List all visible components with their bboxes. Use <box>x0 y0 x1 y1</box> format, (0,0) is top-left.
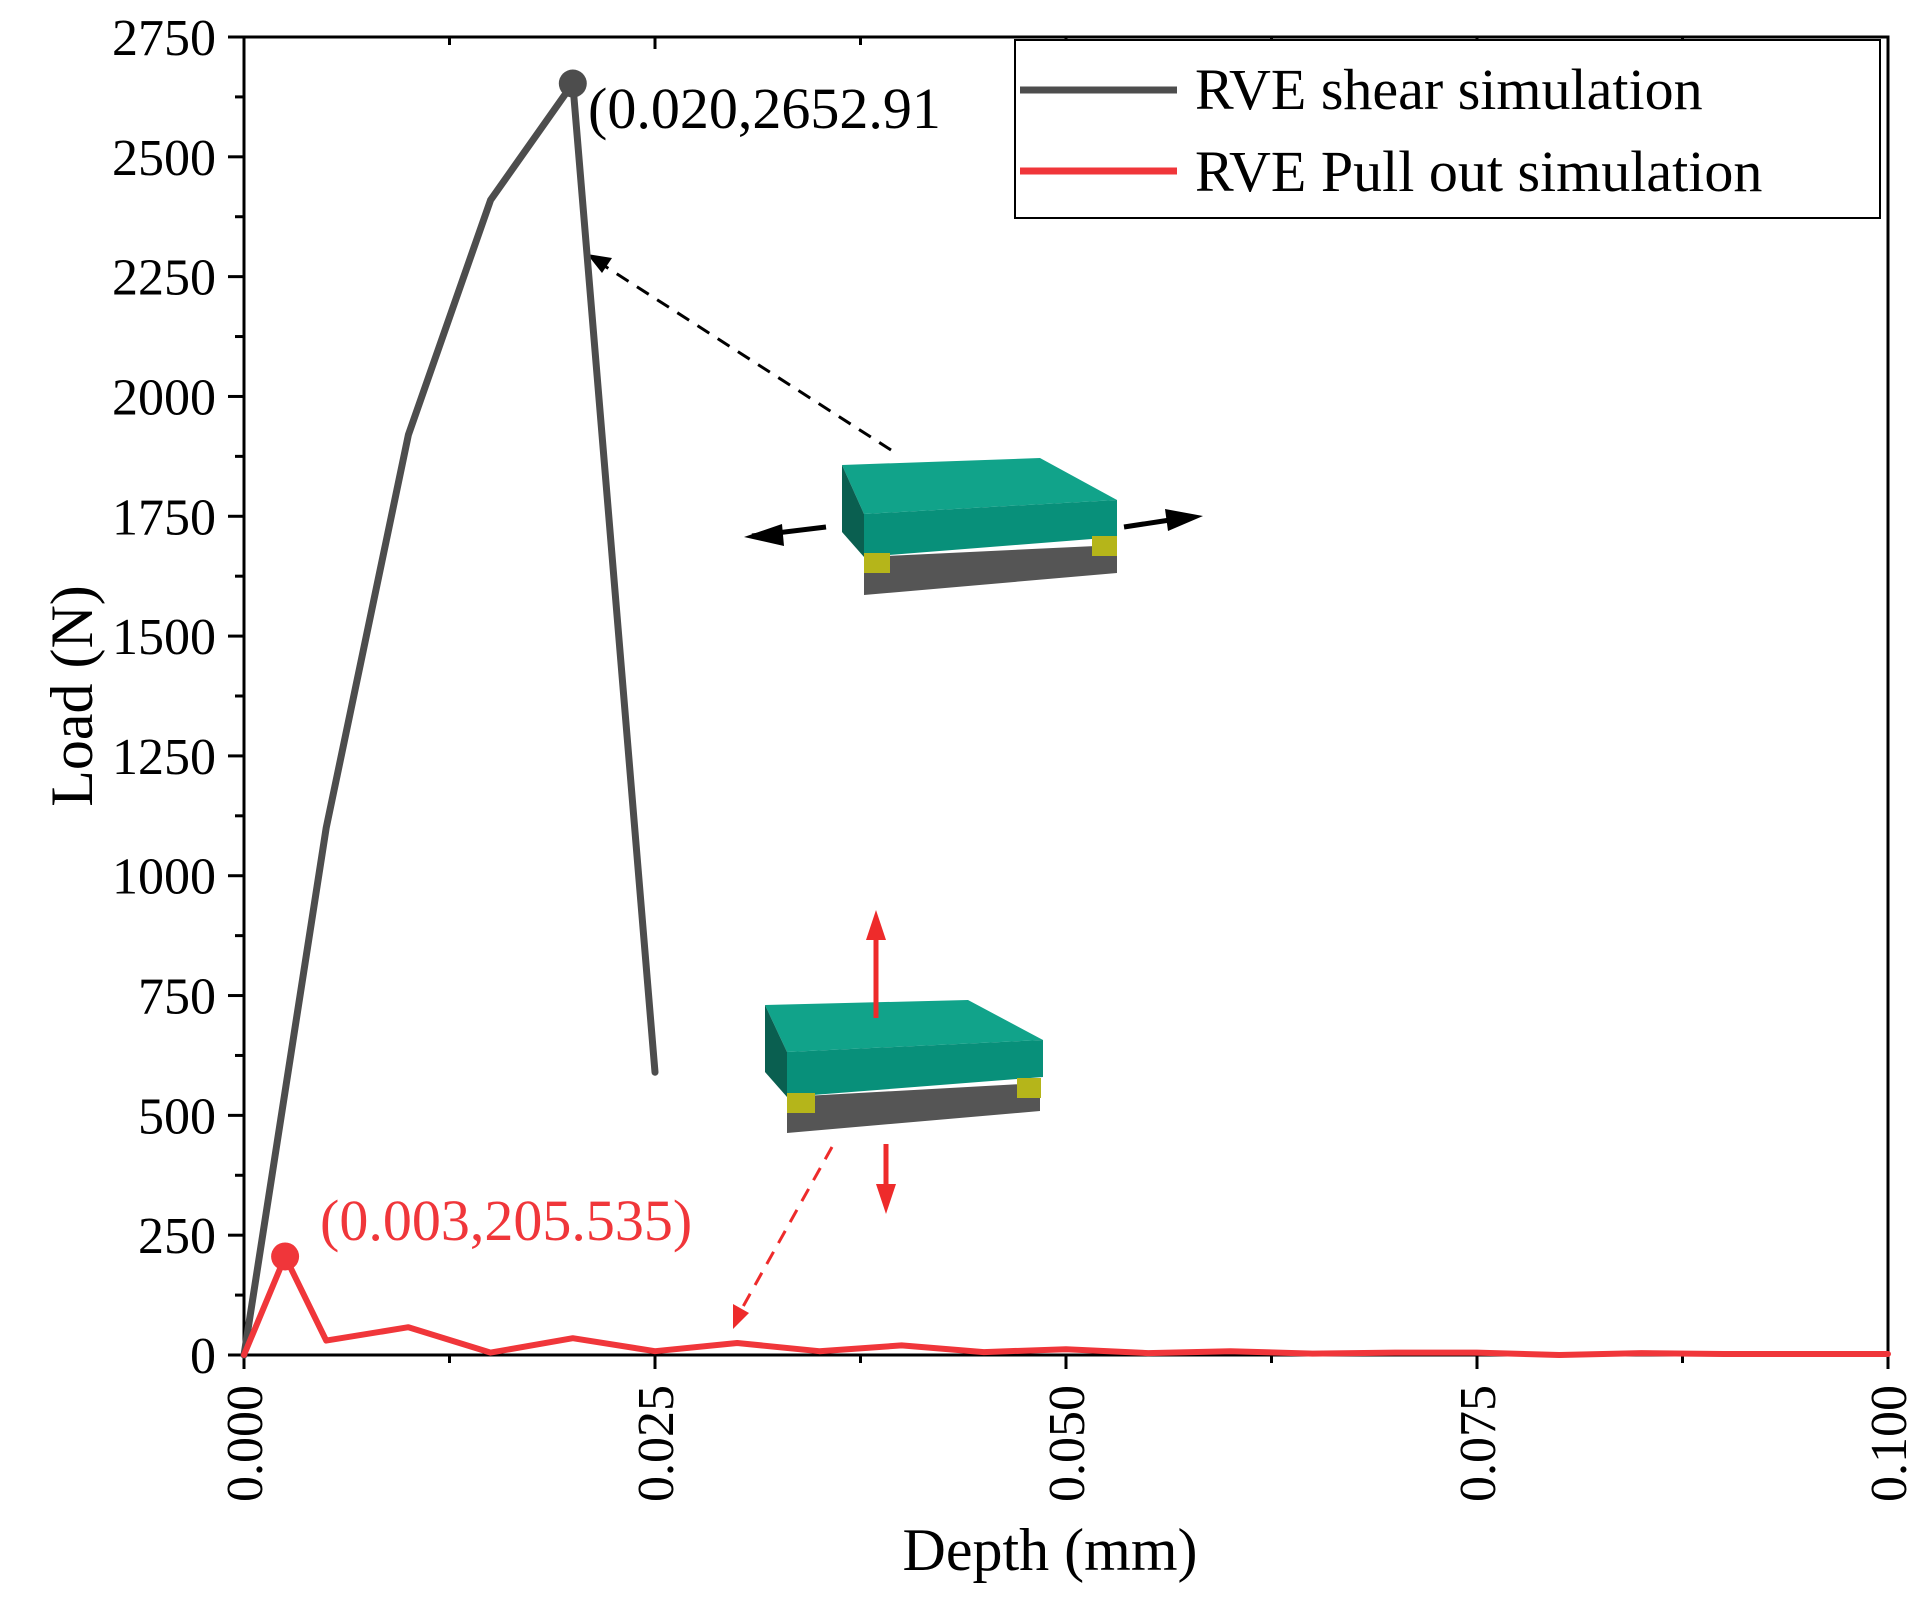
shear-arrow-right <box>1123 517 1171 530</box>
y-tick-label: 1000 <box>112 849 216 906</box>
series-line-0 <box>240 80 659 1359</box>
y-tick-label: 2250 <box>112 250 216 307</box>
shear-arrow-right-head <box>1165 509 1203 531</box>
legend-label-shear: RVE shear simulation <box>1195 57 1703 122</box>
legend-label-pull: RVE Pull out simulation <box>1195 139 1762 204</box>
pull-inset-illustration <box>733 910 1043 1329</box>
y-tick-label: 1750 <box>112 489 216 546</box>
shear-inset-illustration <box>587 254 1203 595</box>
pull-pointer <box>738 1146 834 1313</box>
y-tick-label: 0 <box>190 1328 216 1385</box>
y-tick-label: 1500 <box>112 609 216 666</box>
y-tick-label: 500 <box>138 1088 216 1145</box>
pull-slab-front <box>787 1040 1043 1097</box>
shear-slab-front <box>864 500 1117 557</box>
x-tick-label: 0.050 <box>1039 1385 1096 1502</box>
shear-pad-left <box>864 553 890 573</box>
shear-arrow-left-head <box>744 524 784 546</box>
legend-box <box>1014 39 1881 219</box>
y-axis: 0 250 500 750 1000 1250 1500 1750 2000 2250 2500 27… <box>112 10 244 1385</box>
shear-slab-side <box>842 465 864 557</box>
y-tick-label: 2000 <box>112 369 216 426</box>
series-layer <box>240 69 1891 1359</box>
y-tick-label: 1250 <box>112 729 216 786</box>
shear-pointer <box>599 261 892 452</box>
y-tick-label: 2500 <box>112 130 216 187</box>
y-tick-label: 750 <box>138 969 216 1026</box>
x-tick-label: 0.025 <box>628 1385 685 1502</box>
pull-slab-side <box>765 1005 787 1097</box>
x-tick-label: 0.000 <box>217 1385 274 1502</box>
pull-pointer-head <box>733 1304 749 1329</box>
shear-pointer-head <box>587 254 612 273</box>
peak-marker-0 <box>558 69 587 98</box>
x-tick-label: 0.100 <box>1861 1385 1918 1502</box>
annotation-pull-peak: (0.003,205.535) <box>320 1188 692 1253</box>
pull-arrow-down-head <box>876 1184 896 1214</box>
x-tick-label: 0.075 <box>1450 1385 1507 1502</box>
y-axis-label: Load (N) <box>39 585 105 807</box>
annotation-shear-peak: (0.020,2652.91 <box>588 76 941 141</box>
x-axis: 0.000 0.025 0.050 0.075 0.100 <box>217 37 1918 1502</box>
x-axis-label: Depth (mm) <box>903 1517 1198 1583</box>
pull-pad-left <box>787 1093 815 1113</box>
peak-marker-1 <box>271 1242 300 1271</box>
shear-slab-top <box>842 458 1117 514</box>
pull-pad-right <box>1017 1078 1041 1098</box>
series-line-1 <box>241 1253 1891 1358</box>
pull-arrow-up-head <box>866 910 886 940</box>
pull-slab-top <box>765 1000 1043 1052</box>
y-tick-label: 2750 <box>112 10 216 67</box>
y-tick-label: 250 <box>138 1208 216 1265</box>
legend: RVE shear simulation RVE Pull out simula… <box>1014 39 1881 219</box>
pull-base-front <box>787 1083 1040 1133</box>
shear-pad-right <box>1092 536 1117 556</box>
shear-base-front <box>864 545 1117 595</box>
